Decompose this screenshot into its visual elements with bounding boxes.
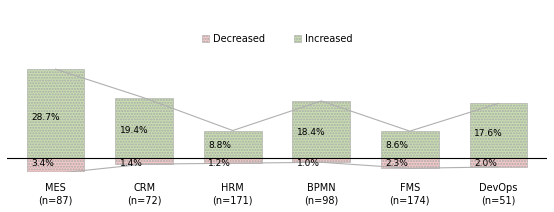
Bar <box>204 158 261 163</box>
Bar <box>27 158 84 173</box>
Bar <box>115 98 173 158</box>
Bar <box>27 69 84 158</box>
Legend: Decreased, Increased: Decreased, Increased <box>200 32 354 45</box>
Text: 1.2%: 1.2% <box>208 159 231 168</box>
Bar <box>381 158 439 168</box>
Bar <box>381 131 439 158</box>
Text: 28.7%: 28.7% <box>31 113 60 122</box>
Text: 17.6%: 17.6% <box>474 129 503 138</box>
Text: 1.0%: 1.0% <box>297 159 320 168</box>
Text: 19.4%: 19.4% <box>120 126 148 135</box>
Bar <box>115 158 173 164</box>
Bar <box>204 131 261 158</box>
Text: 2.0%: 2.0% <box>474 159 497 168</box>
Text: 8.8%: 8.8% <box>208 141 232 150</box>
Text: 2.3%: 2.3% <box>386 159 408 168</box>
Bar <box>293 101 350 158</box>
Bar <box>470 158 527 167</box>
Text: 1.4%: 1.4% <box>120 159 143 168</box>
Text: 18.4%: 18.4% <box>297 128 326 137</box>
Text: 3.4%: 3.4% <box>31 159 54 168</box>
Text: 8.6%: 8.6% <box>386 141 408 150</box>
Bar <box>293 158 350 162</box>
Bar <box>470 103 527 158</box>
